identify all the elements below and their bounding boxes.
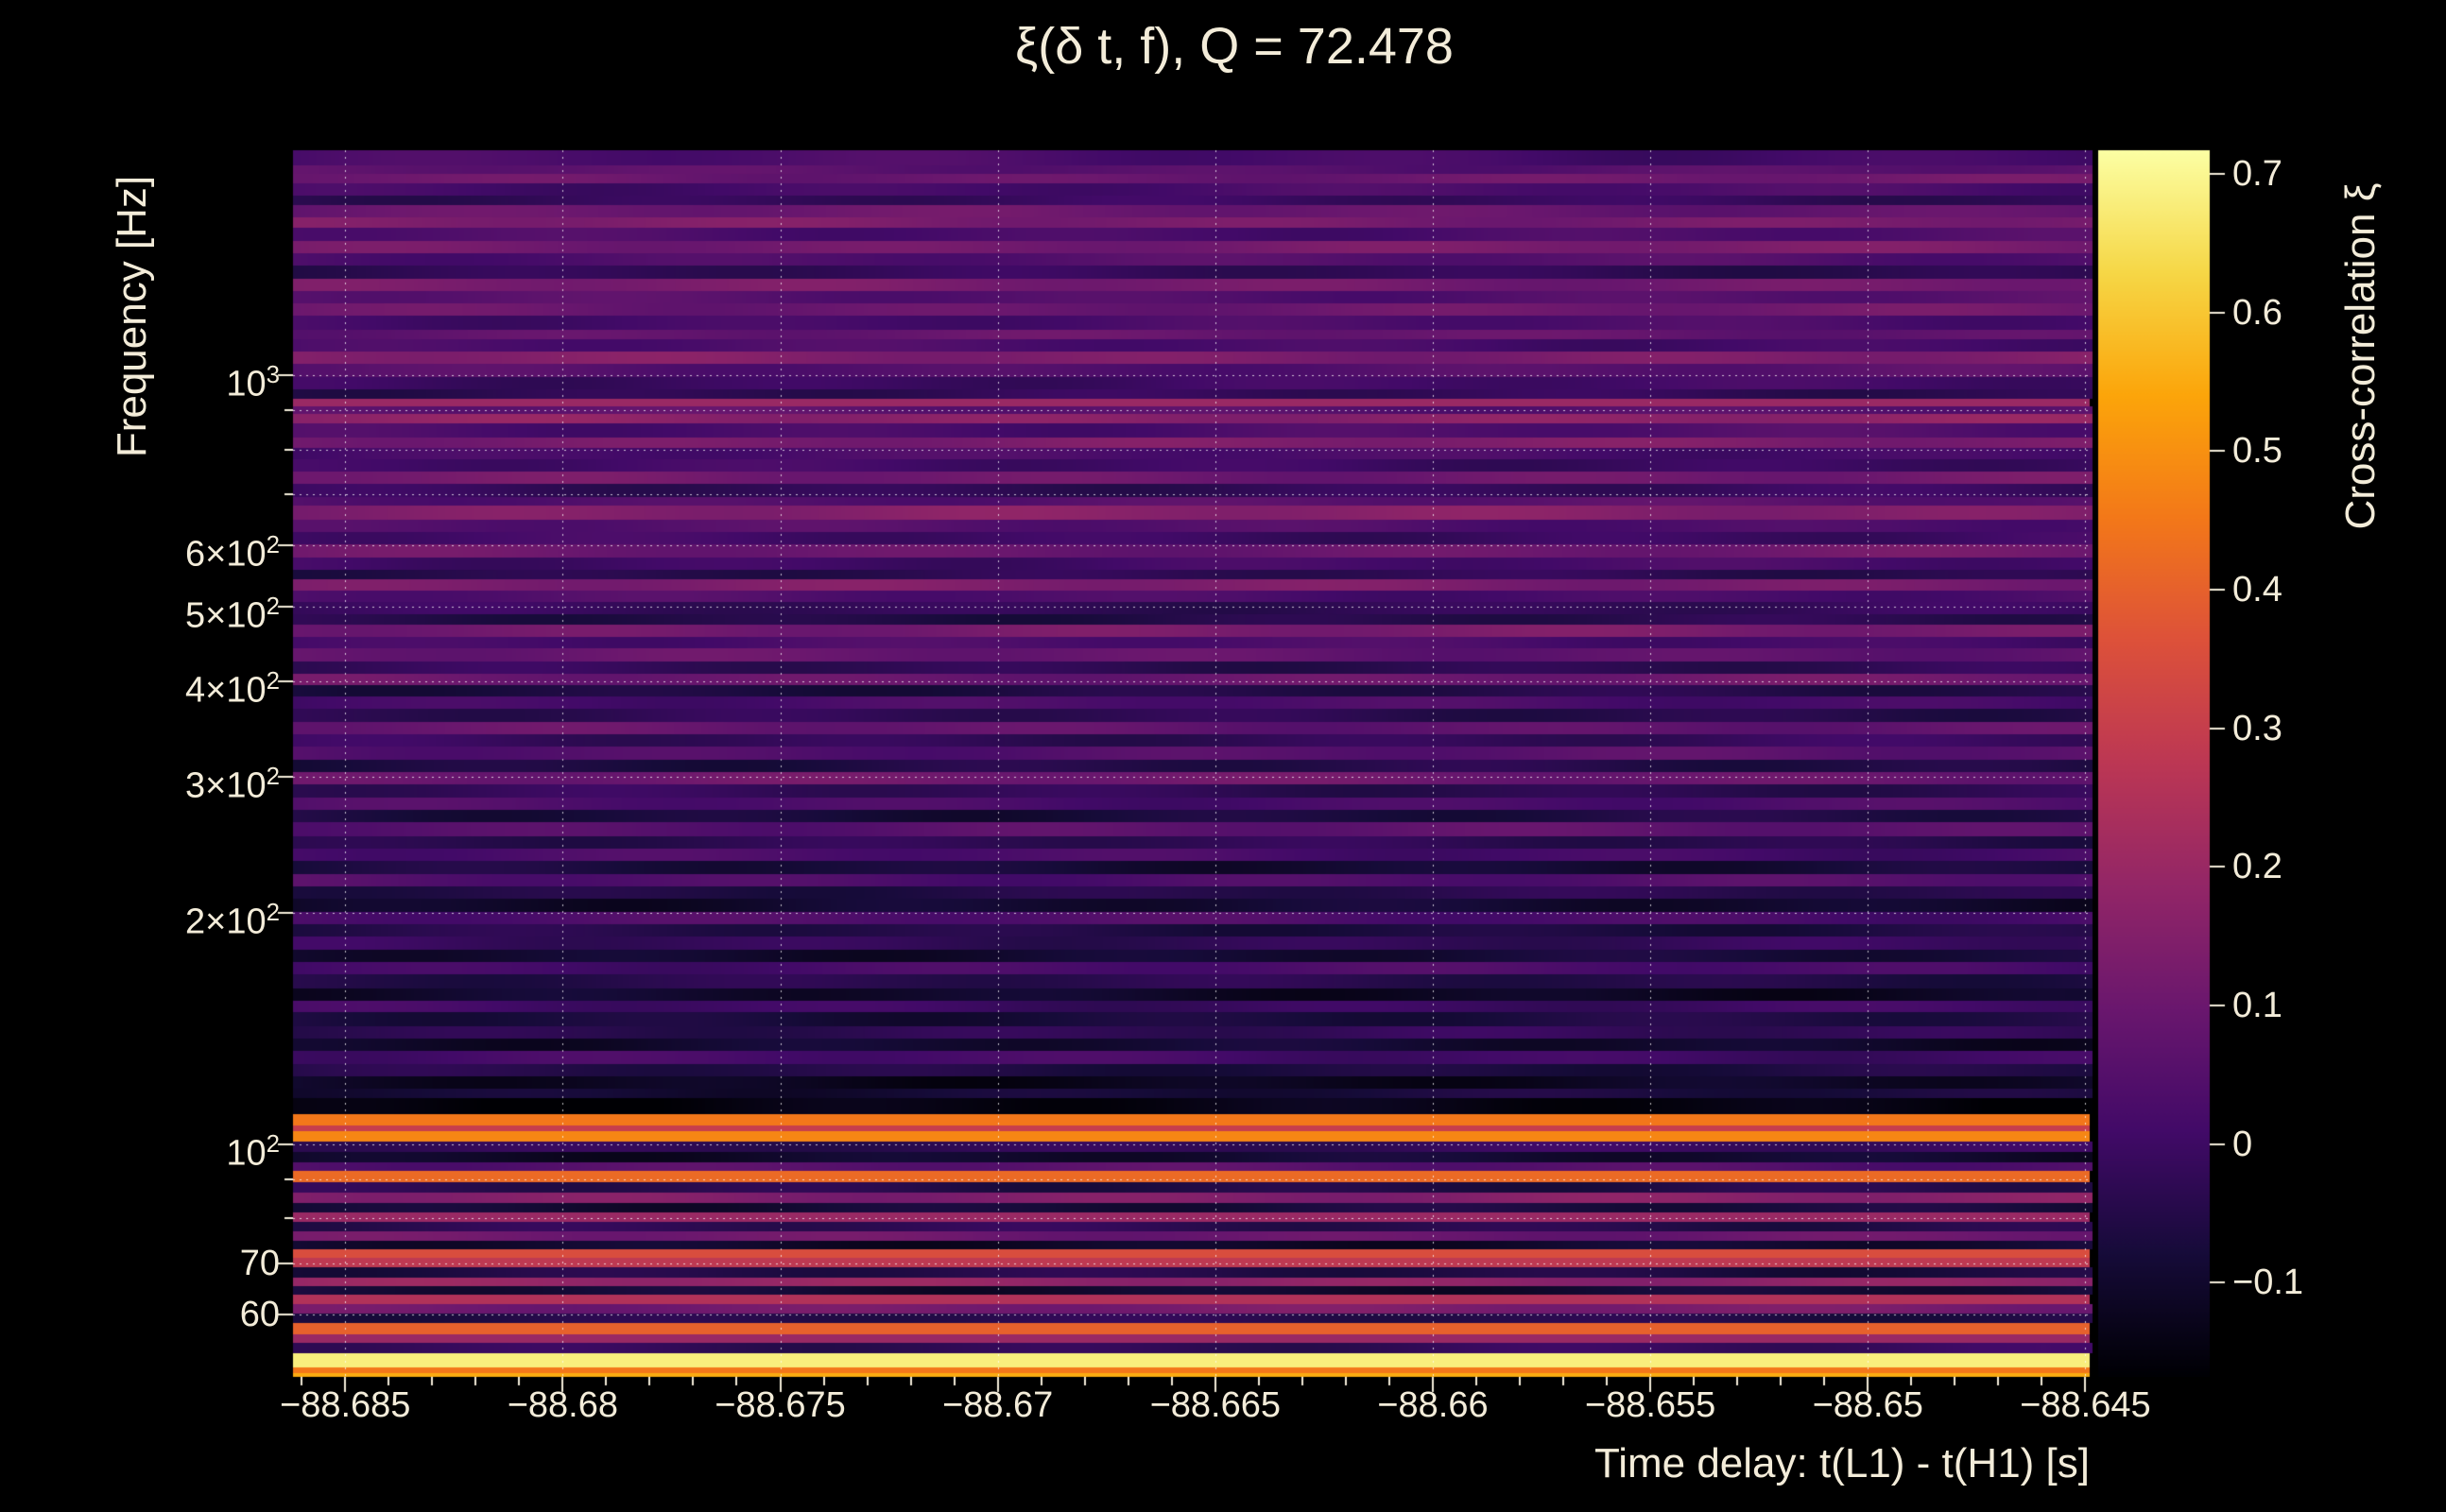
colorbar-tick-label: 0.3 [2232,708,2282,748]
x-tick-label: −88.66 [1377,1385,1489,1425]
y-tick-label: 102 [226,1130,280,1174]
x-tick-label: −88.67 [942,1385,1054,1425]
colorbar-tick-label: 0.5 [2232,431,2282,472]
colorbar-tick-label: −0.1 [2232,1263,2304,1303]
x-axis-title: Time delay: t(L1) - t(H1) [s] [1593,1440,2090,1486]
x-tick-label: −88.645 [2020,1385,2151,1425]
y-tick-label: 4×102 [185,667,280,711]
y-tick-label: 60 [239,1295,280,1335]
y-tick-label: 103 [226,361,280,404]
y-tick-label: 3×102 [185,764,280,806]
x-tick-label: −88.665 [1149,1385,1282,1425]
y-tick-label: 70 [239,1243,280,1283]
y-tick-label: 2×102 [185,899,280,942]
x-tick-label: −88.65 [1812,1385,1923,1425]
y-axis-title: Frequency [Hz] [109,175,155,458]
x-tick-label: −88.68 [507,1385,619,1425]
colorbar-tick-label: 0.2 [2232,847,2282,887]
x-tick-label: −88.685 [280,1385,411,1425]
colorbar-tick-label: 0.4 [2232,569,2282,610]
y-tick-label: 5×102 [185,593,280,636]
colorbar-title: Cross-correlation ξ [2337,182,2384,530]
colorbar-tick-label: 0.7 [2232,153,2282,194]
colorbar-tick-label: 0 [2232,1124,2253,1164]
x-tick-label: −88.675 [715,1385,846,1425]
y-tick-label: 6×102 [185,532,280,576]
colorbar-tick-label: 0.1 [2232,985,2282,1025]
x-tick-label: −88.655 [1584,1385,1716,1425]
chart-title: ξ(δ t, f), Q = 72.478 [1015,18,1454,75]
colorbar-tick-label: 0.6 [2232,292,2282,333]
